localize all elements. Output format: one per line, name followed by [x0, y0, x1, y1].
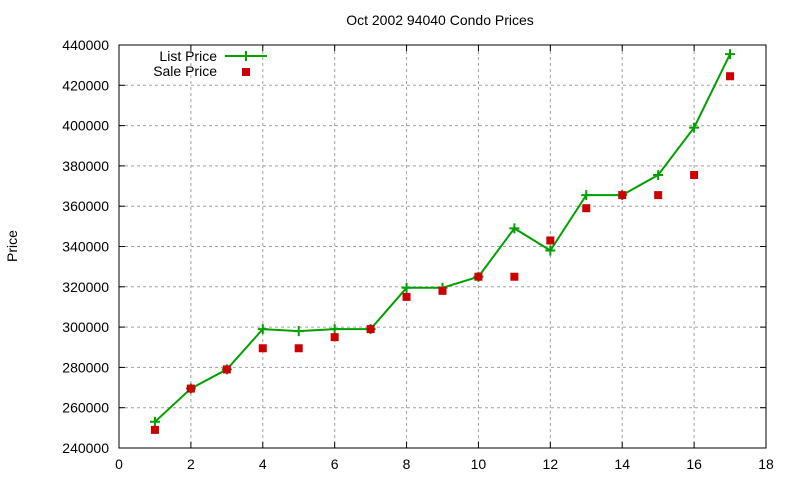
x-tick-label: 18	[758, 456, 774, 472]
square-marker-icon	[510, 272, 519, 281]
legend-plus-icon	[241, 51, 251, 61]
legend-label: List Price	[159, 48, 217, 64]
x-tick-label: 12	[543, 456, 559, 472]
x-tick-label: 2	[187, 456, 195, 472]
y-tick-label: 320000	[62, 279, 109, 295]
plus-marker-icon	[653, 169, 664, 180]
square-marker-icon	[330, 333, 339, 342]
plus-marker-icon	[149, 416, 160, 427]
square-marker-icon	[546, 236, 555, 245]
y-tick-label: 340000	[62, 239, 109, 255]
data-series	[149, 49, 736, 434]
plus-marker-icon	[401, 282, 412, 293]
y-tick-label: 240000	[62, 440, 109, 456]
square-marker-icon	[618, 191, 627, 200]
series-list-price	[149, 49, 736, 427]
x-axis-ticks: 0 2 4 6 8 10 12 14 16 18	[115, 45, 774, 472]
plus-marker-icon	[725, 49, 736, 60]
x-tick-label: 6	[331, 456, 339, 472]
square-marker-icon	[654, 191, 663, 200]
plot-frame	[118, 44, 767, 449]
x-tick-label: 16	[686, 456, 702, 472]
x-tick-label: 0	[115, 456, 123, 472]
y-tick-label: 280000	[62, 359, 109, 375]
plus-marker-icon	[689, 122, 700, 133]
legend-square-icon	[242, 68, 250, 76]
series-line	[154, 53, 731, 423]
square-marker-icon	[474, 272, 483, 281]
y-tick-label: 360000	[62, 198, 109, 214]
legend-label: Sale Price	[153, 63, 217, 79]
square-marker-icon	[186, 384, 195, 393]
series-sale-price	[150, 72, 735, 434]
square-marker-icon	[690, 170, 699, 179]
plus-marker-icon	[545, 245, 556, 256]
plus-marker-icon	[329, 324, 340, 335]
plus-marker-icon	[509, 223, 520, 234]
y-tick-label: 380000	[62, 158, 109, 174]
y-tick-label: 440000	[62, 37, 109, 53]
plus-marker-icon	[581, 190, 592, 201]
square-marker-icon	[366, 325, 375, 334]
square-marker-icon	[294, 344, 303, 353]
square-marker-icon	[726, 72, 735, 81]
square-marker-icon	[150, 425, 159, 434]
square-marker-icon	[582, 204, 591, 213]
square-marker-icon	[402, 292, 411, 301]
x-tick-label: 14	[614, 456, 630, 472]
grid-lines	[119, 45, 766, 448]
plus-marker-icon	[293, 326, 304, 337]
plus-marker-icon	[257, 324, 268, 335]
x-tick-label: 8	[403, 456, 411, 472]
square-marker-icon	[438, 286, 447, 295]
square-marker-icon	[222, 365, 231, 374]
x-tick-label: 10	[471, 456, 487, 472]
y-tick-label: 400000	[62, 118, 109, 134]
y-tick-label: 300000	[62, 319, 109, 335]
y-tick-label: 260000	[62, 400, 109, 416]
square-marker-icon	[258, 344, 267, 353]
x-tick-label: 4	[259, 456, 267, 472]
chart-title: Oct 2002 94040 Condo Prices	[346, 12, 534, 28]
y-axis-ticks: 240000 260000 280000 300000 320000 340000 3600…	[62, 37, 766, 456]
y-tick-label: 420000	[62, 77, 109, 93]
